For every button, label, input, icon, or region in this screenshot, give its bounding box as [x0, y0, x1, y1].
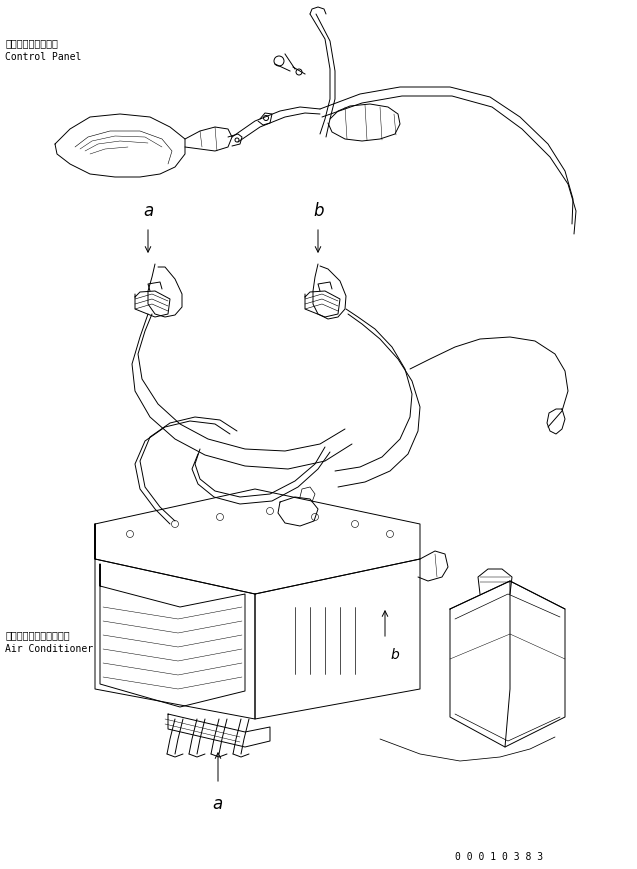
Text: b: b	[313, 202, 324, 220]
Text: b: b	[390, 647, 399, 661]
Text: コントロールパネル: コントロールパネル	[5, 38, 58, 48]
Text: a: a	[143, 202, 154, 220]
Text: a: a	[212, 794, 222, 812]
Text: エアーコンディショナ・: エアーコンディショナ・	[5, 629, 69, 640]
Text: Air Conditioner: Air Conditioner	[5, 643, 93, 653]
Text: 0 0 0 1 0 3 8 3: 0 0 0 1 0 3 8 3	[455, 851, 543, 861]
Text: Control Panel: Control Panel	[5, 52, 82, 62]
